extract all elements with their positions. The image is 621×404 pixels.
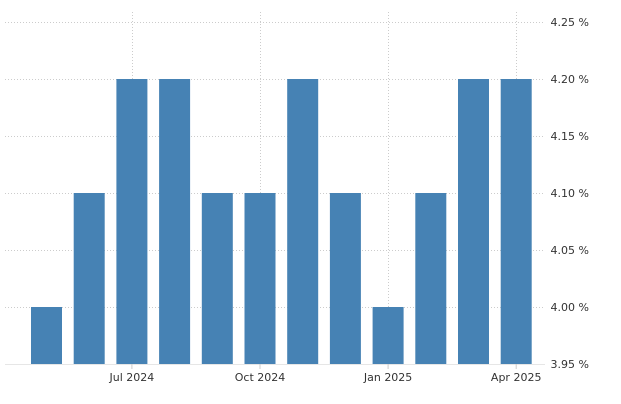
y-tick-label: 4.25 %: [551, 16, 589, 29]
y-tick-label: 4.20 %: [551, 73, 589, 86]
y-tick-label: 4.10 %: [551, 187, 589, 200]
bar: [159, 79, 191, 364]
bar: [73, 193, 105, 364]
bar: [201, 193, 233, 364]
bar: [500, 79, 532, 364]
bar: [458, 79, 489, 364]
y-tick-label: 3.95 %: [551, 358, 589, 371]
bar: [372, 307, 404, 364]
bar: [415, 193, 447, 364]
x-tick-label: Jul 2024: [109, 371, 155, 384]
bar: [31, 307, 62, 364]
y-tick-label: 4.00 %: [551, 301, 589, 314]
y-tick-label: 4.05 %: [551, 244, 589, 257]
bar: [287, 79, 319, 364]
x-axis-ticks: Jul 2024 Oct 2024 Jan 2025 Apr 2025: [109, 364, 542, 384]
bars: [5, 79, 545, 365]
y-axis-ticks: 4.25 % 4.20 % 4.15 % 4.10 % 4.05 % 4.00 % 3.95…: [551, 16, 589, 371]
bar: [116, 79, 148, 364]
bar: [329, 193, 361, 364]
bar: [244, 193, 276, 364]
x-tick-label: Oct 2024: [235, 371, 286, 384]
y-tick-label: 4.15 %: [551, 130, 589, 143]
x-tick-label: Apr 2025: [491, 371, 542, 384]
x-tick-label: Jan 2025: [363, 371, 412, 384]
